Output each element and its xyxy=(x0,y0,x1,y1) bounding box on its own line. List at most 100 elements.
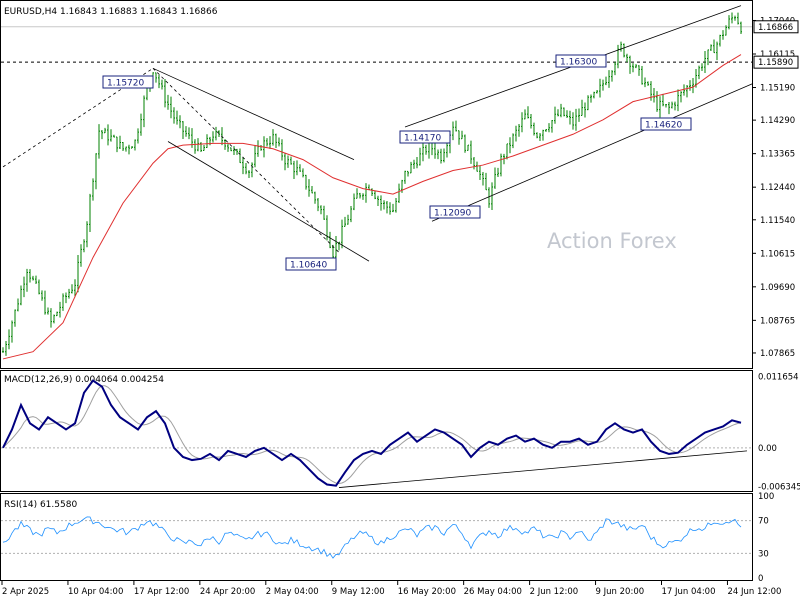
price-bar xyxy=(350,205,352,223)
price-bar xyxy=(314,191,316,204)
price-bar xyxy=(533,122,535,136)
price-annotation: 1.12090 xyxy=(429,205,481,219)
price-bar xyxy=(716,41,718,61)
price-annotation-label: 1.15720 xyxy=(107,79,144,89)
price-bar xyxy=(668,101,670,115)
price-bar xyxy=(242,156,244,175)
price-bar xyxy=(422,140,424,162)
price-bar xyxy=(68,288,70,299)
price-tick-label: 1.14290 xyxy=(760,116,795,126)
price-bar xyxy=(236,148,238,155)
price-bar xyxy=(569,110,571,125)
price-bar xyxy=(407,170,409,177)
price-bar xyxy=(686,84,688,98)
price-bar xyxy=(359,192,361,199)
price-bar xyxy=(662,93,664,107)
time-tick-label: 10 Apr 04:00 xyxy=(68,587,123,597)
price-marker-label: 1.16866 xyxy=(758,23,793,33)
price-bar xyxy=(257,140,259,157)
price-bar xyxy=(395,198,397,213)
price-bar xyxy=(608,70,610,88)
macd-signal-line xyxy=(2,385,742,485)
time-tick-label: 17 Apr 12:00 xyxy=(134,587,189,597)
time-tick-label: 2 Apr 2025 xyxy=(2,587,49,597)
price-marks: 1.15720 1.10640 1.14170 1.12090 1.16300 1.146… xyxy=(1,5,754,360)
price-bar xyxy=(266,138,268,147)
price-bar xyxy=(194,139,196,154)
price-tick-label: 1.07865 xyxy=(760,349,795,359)
price-bar xyxy=(620,41,622,52)
price-bar xyxy=(467,144,469,151)
price-marker-box xyxy=(753,55,799,69)
price-bar xyxy=(50,308,52,328)
price-bar xyxy=(737,12,739,25)
price-annotation: 1.14620 xyxy=(640,117,692,131)
price-bar xyxy=(380,195,382,211)
price-bar xyxy=(641,65,643,85)
price-bar xyxy=(626,53,628,63)
price-bar xyxy=(17,298,19,312)
price-bar xyxy=(119,135,121,150)
price-bar xyxy=(239,148,241,164)
price-bar xyxy=(158,74,160,89)
price-bar xyxy=(125,146,127,152)
price-bar xyxy=(65,292,67,304)
price-bar xyxy=(713,39,715,54)
price-bar xyxy=(722,30,724,40)
price-bar xyxy=(491,182,493,211)
price-bar xyxy=(458,130,460,145)
price-bar xyxy=(539,132,541,141)
price-bar xyxy=(515,125,517,142)
price-bar xyxy=(554,106,556,124)
price-bar xyxy=(269,136,271,149)
price-bar xyxy=(479,165,481,180)
price-marker-box xyxy=(753,20,799,34)
price-bar xyxy=(638,65,640,76)
price-bar xyxy=(530,114,532,129)
price-tick-label: 1.09690 xyxy=(760,283,795,293)
macd-line xyxy=(2,379,742,487)
price-bar xyxy=(53,314,55,324)
price-bar xyxy=(77,254,79,293)
rsi-tick-label: 30 xyxy=(758,549,769,559)
price-bar xyxy=(29,269,31,283)
price-bar xyxy=(455,120,457,132)
price-bar xyxy=(11,320,13,343)
price-bar xyxy=(521,112,523,133)
price-bar xyxy=(473,156,475,170)
price-bar xyxy=(275,133,277,149)
price-bar xyxy=(590,94,592,103)
price-bar xyxy=(203,145,205,151)
price-bar xyxy=(605,76,607,86)
price-bar xyxy=(464,134,466,153)
price-bar xyxy=(719,34,721,47)
time-tick-label: 24 Jun 12:00 xyxy=(727,587,781,597)
macd-tick-label: 0.011654 xyxy=(758,373,799,383)
price-bar xyxy=(548,123,550,133)
price-bar xyxy=(665,104,667,108)
price-annotation-label: 1.10640 xyxy=(290,261,327,271)
price-bar xyxy=(110,129,112,142)
price-bar xyxy=(434,142,436,159)
price-marker: 1.16866 xyxy=(753,20,799,34)
price-bar xyxy=(488,187,490,208)
price-bar xyxy=(293,160,295,180)
price-bar xyxy=(284,152,286,171)
price-bar xyxy=(311,185,313,194)
price-bar xyxy=(341,219,343,249)
time-tick-label: 2 May 04:00 xyxy=(266,587,319,597)
price-bar xyxy=(188,127,190,140)
trendline xyxy=(167,141,370,262)
price-bar xyxy=(575,108,577,131)
time-tick-label: 9 May 12:00 xyxy=(332,587,385,597)
price-bar xyxy=(185,126,187,137)
price-bar xyxy=(392,203,394,213)
price-bar xyxy=(740,21,742,34)
price-bar xyxy=(371,188,373,197)
macd-panel-frame xyxy=(0,370,753,492)
price-axis: 1.170401.161151.151901.142901.133651.124… xyxy=(752,16,800,584)
price-bar xyxy=(62,293,64,311)
price-annotation-label: 1.14620 xyxy=(645,121,682,131)
macd-tick-label: 0.00 xyxy=(758,444,777,454)
price-bar xyxy=(440,148,442,164)
